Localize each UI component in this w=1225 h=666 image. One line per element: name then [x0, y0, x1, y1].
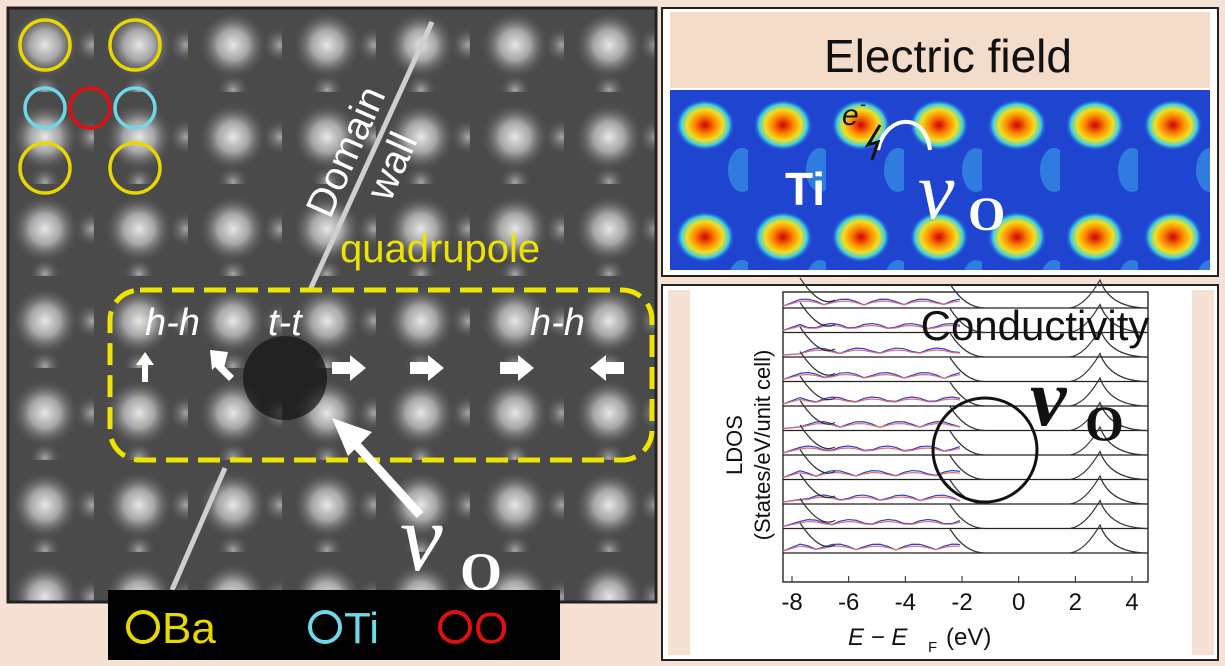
x-axis-label-sub: F — [928, 639, 937, 656]
ion-label: Ti — [785, 163, 825, 215]
panel-band — [668, 290, 690, 655]
y-axis-label: LDOS — [722, 415, 747, 475]
figure: Domain wall quadrupole h-h t-t h-h v O B… — [0, 0, 1225, 666]
legend-label: Ba — [162, 604, 216, 653]
x-tick-label: -6 — [838, 589, 859, 616]
ldos-title: Conductivity — [921, 302, 1150, 349]
electron-sign: - — [860, 94, 866, 114]
page: {"stem_panel": {"wall_label": ["Domain",… — [0, 0, 1225, 666]
vacancy-site — [243, 336, 327, 420]
quadrupole-label: quadrupole — [340, 227, 540, 271]
vacancy-symbol: v — [918, 145, 955, 236]
electron-symbol: e — [842, 99, 859, 132]
x-tick-label: -8 — [781, 589, 802, 616]
x-axis-label-unit: (eV) — [946, 624, 991, 651]
legend-label: Ti — [344, 604, 379, 653]
wall-type: h-h — [530, 302, 585, 344]
y-axis-label: (States/eV/unit cell) — [750, 350, 775, 541]
wall-type: h-h — [145, 302, 200, 344]
x-tick-label: 4 — [1125, 589, 1138, 616]
panel-band — [1192, 290, 1214, 655]
legend-label: O — [474, 604, 508, 653]
x-tick-label: 0 — [1012, 589, 1025, 616]
x-tick-label: -2 — [951, 589, 972, 616]
x-axis-label: E − E — [848, 624, 908, 651]
vacancy-subscript: O — [968, 188, 1005, 241]
x-tick-label: 2 — [1069, 589, 1082, 616]
vacancy-symbol: v — [400, 484, 443, 591]
field-title: Electric field — [824, 30, 1072, 82]
vacancy-subscript: O — [1085, 395, 1124, 451]
x-tick-label: -4 — [895, 589, 916, 616]
vacancy-symbol: v — [1030, 352, 1068, 443]
wall-type: t-t — [268, 302, 303, 344]
